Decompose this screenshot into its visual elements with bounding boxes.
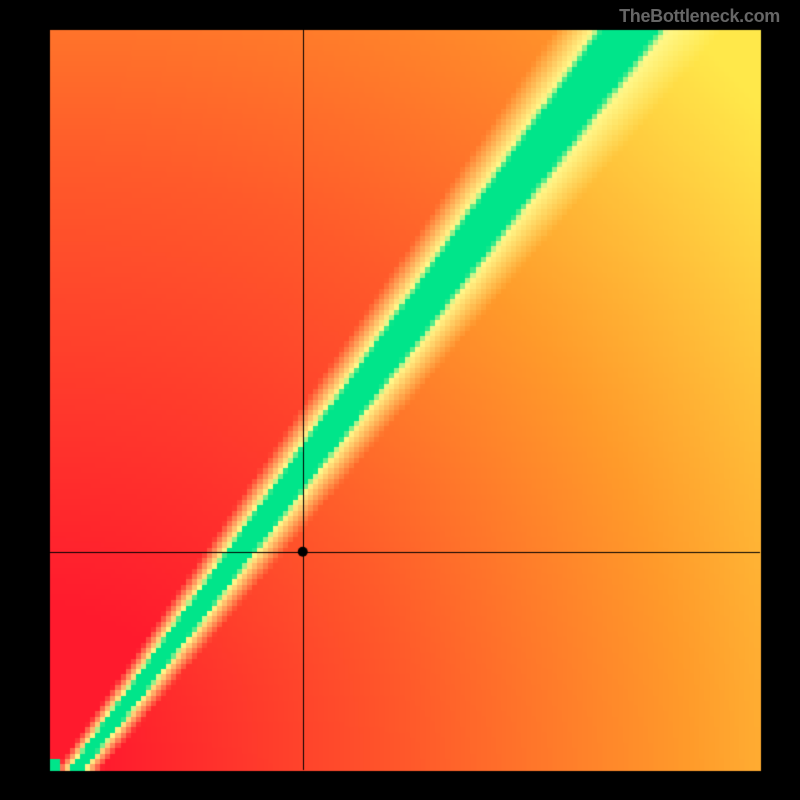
watermark-text: TheBottleneck.com bbox=[619, 6, 780, 27]
bottleneck-heatmap bbox=[0, 0, 800, 800]
